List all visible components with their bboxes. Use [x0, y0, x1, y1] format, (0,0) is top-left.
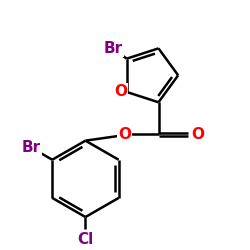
Text: Br: Br [103, 41, 122, 56]
Text: O: O [114, 84, 127, 100]
Text: Br: Br [21, 140, 40, 155]
Text: O: O [191, 127, 204, 142]
Text: O: O [118, 127, 131, 142]
Text: Cl: Cl [77, 232, 94, 247]
